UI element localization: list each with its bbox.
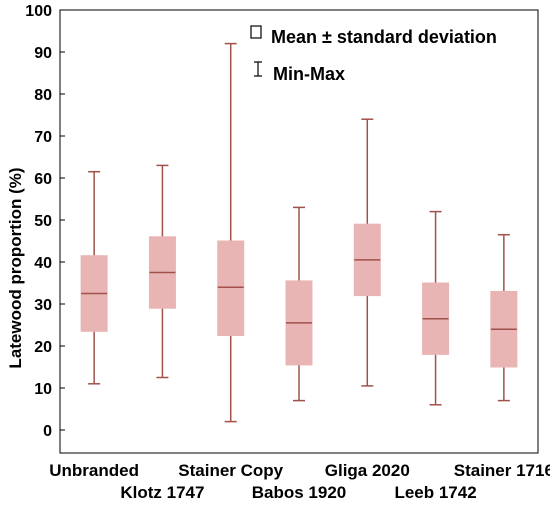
labels-layer: 0 10 20 30 40 50 60 70 80 90 100 Unbranded Klotz 174… [25, 3, 550, 502]
legend-box-swatch [250, 25, 262, 39]
x-category-label: Stainer 1716 [454, 461, 550, 480]
box-gliga-2020 [353, 118, 381, 387]
y-tick-label: 20 [34, 339, 52, 356]
y-axis-title: Latewood proportion (%) [6, 167, 25, 368]
x-category-label: Leeb 1742 [394, 483, 476, 502]
box-klotz-1747 [148, 164, 176, 379]
y-tick-label: 30 [34, 297, 52, 314]
x-category-label: Babos 1920 [252, 483, 347, 502]
box-stainer-copy [217, 42, 245, 423]
box-unbranded [80, 170, 108, 385]
y-tick-label: 10 [34, 381, 52, 398]
y-tick-label: 100 [25, 3, 52, 20]
plot-frame [59, 9, 539, 454]
y-tick-label: 70 [34, 129, 52, 146]
y-tick-label: 40 [34, 255, 52, 272]
x-category-label: Klotz 1747 [120, 483, 204, 502]
box-babos-1920 [285, 206, 313, 402]
x-category-label: Stainer Copy [178, 461, 283, 480]
y-tick-label: 50 [34, 213, 52, 230]
y-tick-label: 0 [43, 423, 52, 440]
box-leeb-1742 [422, 210, 450, 406]
x-category-label: Unbranded [49, 461, 139, 480]
y-tick-label: 60 [34, 171, 52, 188]
sd-box [217, 240, 245, 336]
legend-box-label: Mean ± standard deviation [271, 27, 497, 47]
y-tick-label: 90 [34, 45, 52, 62]
y-tick-label: 80 [34, 87, 52, 104]
legend-whisker-label: Min-Max [273, 64, 345, 84]
axes-layer [59, 9, 539, 454]
x-category-label: Gliga 2020 [325, 461, 410, 480]
boxes-layer [80, 42, 518, 423]
box-stainer-1716 [490, 233, 518, 402]
legend-whisker-swatch [254, 61, 262, 77]
legend: Mean ± standard deviation Min-Max [250, 25, 497, 84]
